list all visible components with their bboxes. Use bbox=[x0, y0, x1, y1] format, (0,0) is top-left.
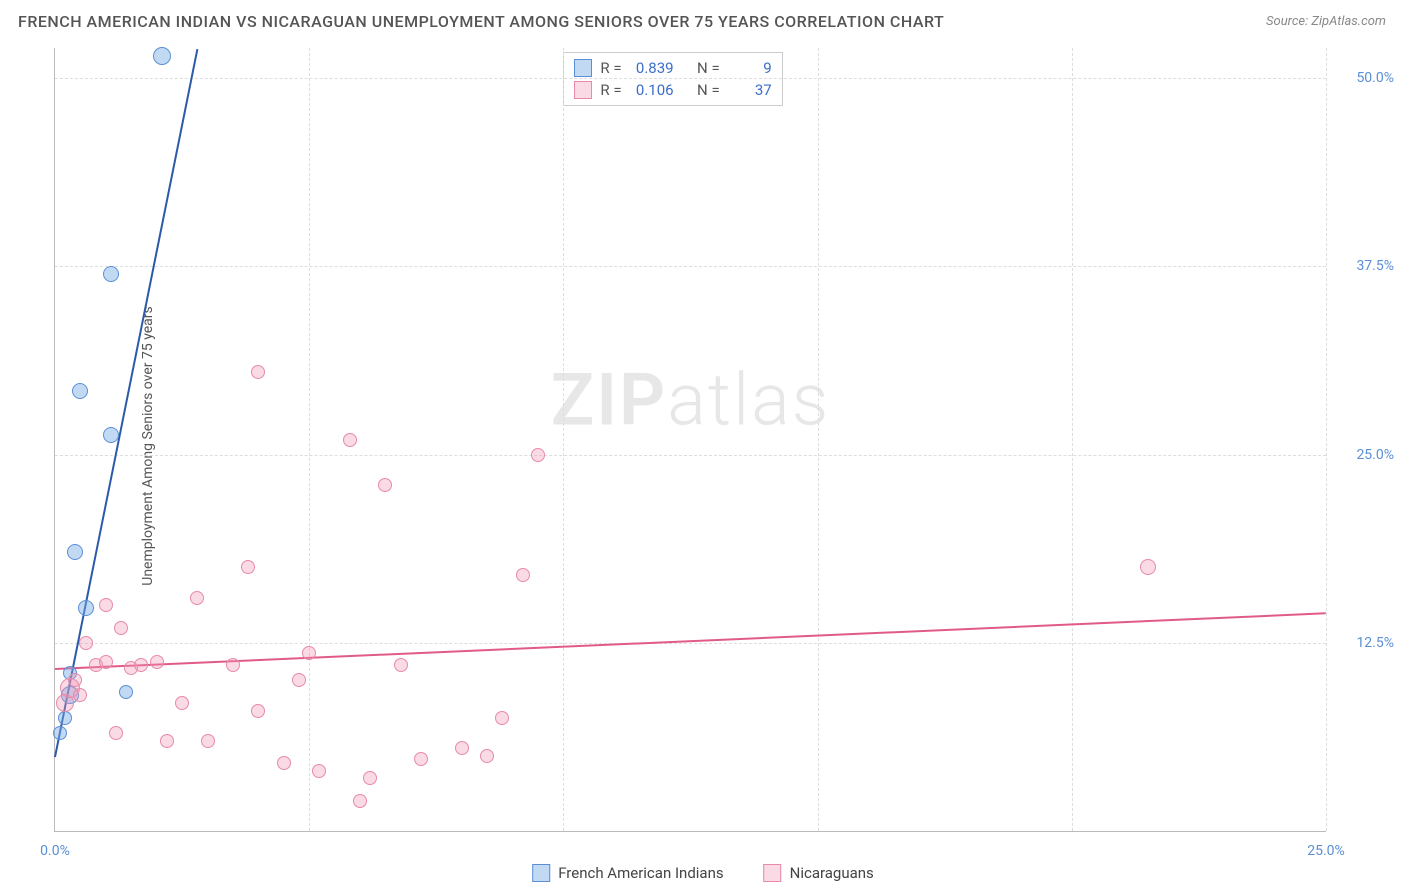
scatter-point bbox=[531, 448, 545, 462]
scatter-point bbox=[495, 711, 509, 725]
x-tick-label: 0.0% bbox=[40, 843, 70, 859]
stat-n-value: 37 bbox=[728, 81, 772, 99]
scatter-point bbox=[343, 433, 357, 447]
scatter-point bbox=[277, 756, 291, 770]
stat-n-label: N = bbox=[697, 59, 720, 77]
scatter-point bbox=[363, 771, 377, 785]
gridline-h bbox=[55, 643, 1326, 644]
scatter-point bbox=[67, 544, 83, 560]
scatter-point bbox=[134, 658, 148, 672]
trend-line bbox=[55, 613, 1326, 671]
stat-n-value: 9 bbox=[728, 59, 772, 77]
gridline-h bbox=[55, 266, 1326, 267]
scatter-point bbox=[414, 752, 428, 766]
x-tick-label: 25.0% bbox=[1307, 843, 1345, 859]
stats-row: R = 0.839 N = 9 bbox=[574, 57, 771, 79]
source-label: Source: ZipAtlas.com bbox=[1266, 14, 1386, 29]
gridline-h bbox=[55, 455, 1326, 456]
scatter-point bbox=[480, 749, 494, 763]
legend-label: Nicaraguans bbox=[790, 864, 874, 882]
stats-row: R = 0.106 N = 37 bbox=[574, 79, 771, 101]
stat-r-value: 0.106 bbox=[630, 81, 674, 99]
scatter-point bbox=[150, 655, 164, 669]
scatter-point bbox=[251, 365, 265, 379]
scatter-point bbox=[394, 658, 408, 672]
legend-swatch bbox=[764, 864, 782, 882]
watermark-bold: ZIP bbox=[551, 358, 667, 443]
gridline-v bbox=[563, 48, 564, 831]
scatter-point bbox=[516, 568, 530, 582]
scatter-point bbox=[109, 726, 123, 740]
legend-swatch bbox=[574, 59, 592, 77]
plot-area: ZIPatlas R =0.839 N =9R =0.106 N =37 12.… bbox=[54, 48, 1326, 832]
legend-swatch bbox=[532, 864, 550, 882]
legend-item: French American Indians bbox=[532, 864, 723, 882]
scatter-point bbox=[103, 427, 119, 443]
trend-line bbox=[54, 49, 198, 757]
gridline-h bbox=[55, 78, 1326, 79]
chart-title: FRENCH AMERICAN INDIAN VS NICARAGUAN UNE… bbox=[18, 12, 944, 31]
y-tick-label: 12.5% bbox=[1356, 635, 1394, 651]
y-tick-label: 37.5% bbox=[1356, 258, 1394, 274]
scatter-point bbox=[103, 266, 119, 282]
gridline-v bbox=[1072, 48, 1073, 831]
scatter-point bbox=[378, 478, 392, 492]
watermark: ZIPatlas bbox=[551, 358, 831, 443]
scatter-point bbox=[53, 726, 67, 740]
scatter-point bbox=[114, 621, 128, 635]
scatter-point bbox=[78, 600, 94, 616]
legend-label: French American Indians bbox=[558, 864, 723, 882]
scatter-point bbox=[175, 696, 189, 710]
scatter-point bbox=[72, 383, 88, 399]
scatter-point bbox=[201, 734, 215, 748]
y-tick-label: 25.0% bbox=[1356, 447, 1394, 463]
scatter-point bbox=[241, 560, 255, 574]
y-tick-label: 50.0% bbox=[1356, 70, 1394, 86]
scatter-point bbox=[153, 47, 171, 65]
gridline-v bbox=[818, 48, 819, 831]
gridline-v bbox=[1326, 48, 1327, 831]
scatter-point bbox=[251, 704, 265, 718]
scatter-point bbox=[190, 591, 204, 605]
stat-r-label: R = bbox=[600, 59, 621, 77]
scatter-point bbox=[160, 734, 174, 748]
scatter-point bbox=[99, 598, 113, 612]
stat-r-value: 0.839 bbox=[630, 59, 674, 77]
gridline-v bbox=[309, 48, 310, 831]
scatter-point bbox=[119, 685, 133, 699]
scatter-point bbox=[58, 711, 72, 725]
scatter-point bbox=[455, 741, 469, 755]
scatter-point bbox=[1140, 559, 1156, 575]
scatter-point bbox=[302, 646, 316, 660]
scatter-point bbox=[292, 673, 306, 687]
bottom-legend: French American Indians Nicaraguans bbox=[532, 864, 874, 882]
scatter-point bbox=[99, 655, 113, 669]
legend-swatch bbox=[574, 81, 592, 99]
scatter-point bbox=[226, 658, 240, 672]
scatter-point bbox=[312, 764, 326, 778]
scatter-point bbox=[68, 673, 82, 687]
stat-r-label: R = bbox=[600, 81, 621, 99]
scatter-point bbox=[73, 688, 87, 702]
scatter-point bbox=[353, 794, 367, 808]
watermark-light: atlas bbox=[667, 358, 830, 443]
legend-item: Nicaraguans bbox=[764, 864, 874, 882]
stat-n-label: N = bbox=[697, 81, 720, 99]
scatter-point bbox=[79, 636, 93, 650]
